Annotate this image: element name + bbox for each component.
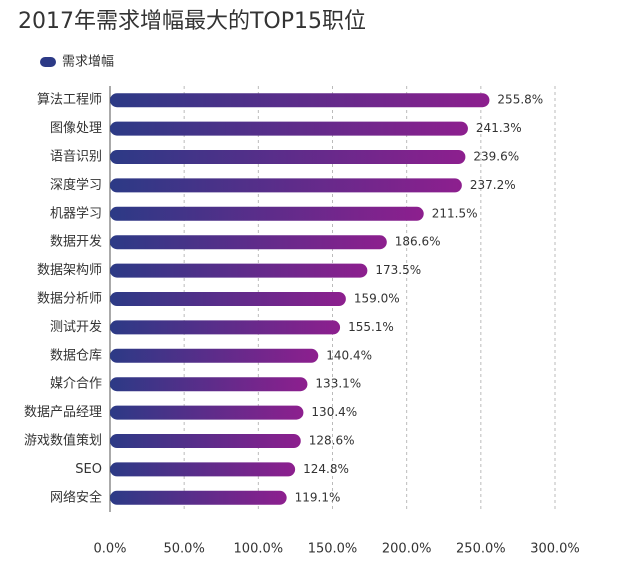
y-tick-label: 测试开发 bbox=[50, 319, 102, 335]
value-label: 173.5% bbox=[375, 263, 421, 277]
bar bbox=[110, 348, 319, 363]
y-tick-label: 网络安全 bbox=[50, 489, 102, 505]
bar bbox=[110, 263, 368, 278]
value-label: 239.6% bbox=[473, 150, 519, 164]
bar bbox=[110, 93, 490, 108]
x-tick-label: 50.0% bbox=[164, 542, 205, 557]
bar bbox=[110, 405, 304, 420]
bar bbox=[110, 462, 296, 477]
x-tick-label: 300.0% bbox=[530, 542, 580, 557]
value-label: 133.1% bbox=[315, 377, 361, 391]
value-label: 255.8% bbox=[497, 93, 543, 107]
value-label: 119.1% bbox=[295, 490, 341, 504]
y-tick-label: 深度学习 bbox=[50, 177, 102, 193]
bar bbox=[110, 121, 468, 136]
value-label: 124.8% bbox=[303, 462, 349, 476]
y-tick-label: 数据仓库 bbox=[50, 347, 102, 363]
legend-swatch bbox=[40, 57, 56, 67]
bar bbox=[110, 150, 466, 164]
legend-label: 需求增幅 bbox=[62, 55, 114, 70]
bar bbox=[110, 320, 341, 335]
value-label: 186.6% bbox=[395, 235, 441, 249]
x-tick-label: 200.0% bbox=[382, 542, 432, 557]
y-tick-label: 数据开发 bbox=[50, 234, 102, 250]
x-tick-label: 150.0% bbox=[308, 542, 358, 557]
x-tick-label: 0.0% bbox=[93, 542, 126, 557]
y-tick-label: 图像处理 bbox=[50, 121, 102, 136]
bar bbox=[110, 490, 287, 505]
bar bbox=[110, 178, 462, 193]
y-tick-label: 机器学习 bbox=[50, 205, 102, 221]
value-label: 128.6% bbox=[309, 434, 355, 448]
y-tick-label: 数据产品经理 bbox=[24, 405, 102, 420]
value-label: 241.3% bbox=[476, 121, 522, 135]
value-label: 211.5% bbox=[432, 206, 478, 220]
bar bbox=[110, 434, 301, 448]
value-label: 130.4% bbox=[311, 405, 357, 419]
y-tick-label: 算法工程师 bbox=[37, 93, 102, 108]
value-label: 159.0% bbox=[354, 292, 400, 306]
y-tick-label: 数据架构师 bbox=[37, 263, 102, 278]
y-tick-label: 媒介合作 bbox=[50, 377, 102, 392]
value-label: 237.2% bbox=[470, 178, 516, 192]
x-tick-label: 250.0% bbox=[456, 542, 506, 557]
y-tick-label: 数据分析师 bbox=[37, 292, 102, 307]
bar bbox=[110, 377, 308, 392]
x-tick-label: 100.0% bbox=[234, 542, 284, 557]
chart-title: 2017年需求增幅最大的TOP15职位 bbox=[18, 9, 366, 34]
bar bbox=[110, 235, 387, 250]
value-label: 140.4% bbox=[326, 348, 372, 362]
value-label: 155.1% bbox=[348, 320, 394, 334]
bar bbox=[110, 292, 346, 306]
y-tick-label: 游戏数值策划 bbox=[24, 433, 102, 449]
y-tick-label: SEO bbox=[75, 462, 102, 477]
bar bbox=[110, 206, 424, 221]
y-tick-label: 语音识别 bbox=[50, 149, 102, 165]
